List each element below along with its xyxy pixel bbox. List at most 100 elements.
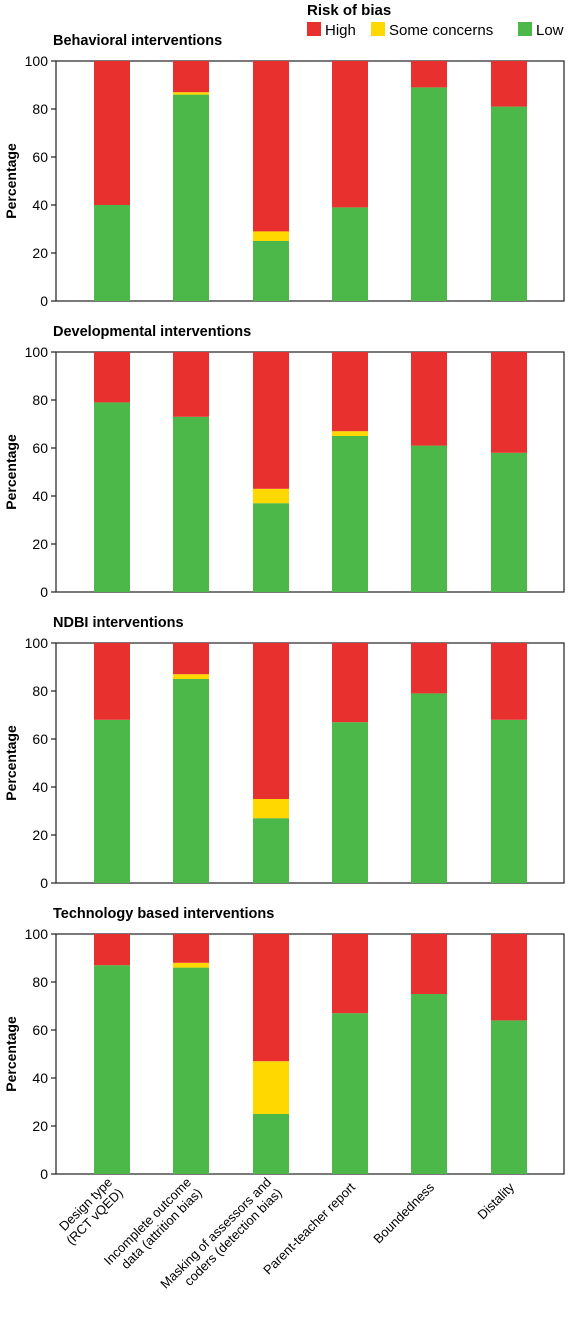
legend-label-low: Low: [536, 22, 564, 39]
bar-segment-high: [173, 934, 209, 963]
legend-label-some-concerns: Some concerns: [389, 22, 493, 39]
bar-segment-high: [332, 934, 368, 1014]
y-tick-label: 0: [40, 875, 48, 891]
y-tick-label: 80: [32, 974, 48, 990]
bar-segment-high: [253, 352, 289, 489]
y-tick-label: 100: [25, 635, 49, 651]
bar-segment-low: [491, 719, 527, 883]
bar-segment-low: [332, 1013, 368, 1174]
plot-frame: [55, 933, 565, 1175]
y-tick-label: 20: [32, 536, 48, 552]
bar-segment-low: [491, 452, 527, 592]
y-tick-label: 100: [25, 53, 49, 69]
bar-segment-high: [491, 643, 527, 720]
x-category-label: Design type(RCT vQED): [53, 1175, 126, 1248]
y-tick-label: 60: [32, 1022, 48, 1038]
bar-segment-low: [253, 1114, 289, 1174]
bar-segment-low: [491, 106, 527, 301]
bar-segment-high: [94, 643, 130, 720]
bar-segment-some-concerns: [173, 92, 209, 95]
legend-title: Risk of bias: [307, 2, 391, 19]
legend-swatch-low: [518, 22, 532, 36]
bar-segment-high: [332, 61, 368, 208]
bar-segment-high: [491, 934, 527, 1021]
y-tick-label: 20: [32, 245, 48, 261]
bar-segment-high: [411, 352, 447, 446]
y-tick-label: 60: [32, 731, 48, 747]
bar-segment-low: [332, 722, 368, 883]
bar-segment-low: [173, 416, 209, 592]
panel-title: Developmental interventions: [53, 324, 251, 340]
y-tick-label: 40: [32, 488, 48, 504]
y-tick-label: 40: [32, 1070, 48, 1086]
bar-segment-low: [253, 503, 289, 592]
y-tick-label: 80: [32, 101, 48, 117]
y-tick-label: 100: [25, 926, 49, 942]
legend-label-high: High: [325, 22, 356, 39]
bar-segment-high: [411, 934, 447, 994]
legend: Risk of bias High Some concerns Low: [307, 2, 564, 39]
bar-segment-low: [253, 241, 289, 301]
bar-segment-high: [411, 643, 447, 694]
bar-segment-low: [173, 94, 209, 301]
y-tick-label: 20: [32, 1118, 48, 1134]
bar-segment-high: [491, 61, 527, 107]
bar-segment-some-concerns: [173, 674, 209, 679]
legend-swatch-some-concerns: [371, 22, 385, 36]
y-tick-label: 40: [32, 197, 48, 213]
y-tick-label: 0: [40, 293, 48, 309]
bar-segment-some-concerns: [253, 1061, 289, 1114]
bar-segment-low: [173, 967, 209, 1174]
bar-segment-low: [94, 965, 130, 1174]
y-axis-label: Percentage: [3, 143, 19, 219]
bar-segment-high: [332, 352, 368, 432]
bar-segment-low: [411, 994, 447, 1174]
plot-frame: [55, 60, 565, 302]
y-tick-label: 80: [32, 392, 48, 408]
bar-segment-some-concerns: [253, 231, 289, 241]
y-tick-label: 100: [25, 344, 49, 360]
y-tick-label: 60: [32, 440, 48, 456]
bar-segment-low: [332, 436, 368, 592]
bar-segment-high: [173, 643, 209, 675]
y-axis-label: Percentage: [3, 1016, 19, 1092]
x-category-label: Distality: [474, 1179, 517, 1222]
bar-segment-low: [94, 719, 130, 883]
bar-segment-low: [411, 693, 447, 883]
y-tick-label: 0: [40, 584, 48, 600]
bar-segment-high: [173, 352, 209, 417]
panel-title: Technology based interventions: [53, 906, 274, 922]
plot-frame: [55, 351, 565, 593]
bar-segment-low: [411, 445, 447, 592]
bar-segment-high: [253, 643, 289, 799]
bar-segment-high: [94, 61, 130, 205]
bar-segment-low: [253, 818, 289, 883]
panel-3: NDBI interventions Percentage 0 20 40 60 80 100: [3, 615, 565, 891]
panel-4: Technology based interventions Percentage…: [3, 906, 565, 1182]
y-tick-label: 80: [32, 683, 48, 699]
bar-segment-low: [491, 1020, 527, 1174]
bar-segment-some-concerns: [253, 488, 289, 504]
plot-frame: [55, 642, 565, 884]
y-axis-label: Percentage: [3, 725, 19, 801]
y-tick-label: 0: [40, 1166, 48, 1182]
bar-segment-low: [173, 679, 209, 883]
bar-segment-low: [411, 87, 447, 302]
bar-segment-high: [411, 61, 447, 88]
panel-title: NDBI interventions: [53, 615, 184, 631]
y-tick-label: 20: [32, 827, 48, 843]
panel-1: Behavioral interventions Percentage 0 20 40 6…: [3, 33, 565, 309]
y-tick-label: 40: [32, 779, 48, 795]
bar-segment-high: [332, 643, 368, 723]
bar-segment-high: [173, 61, 209, 93]
bar-segment-some-concerns: [332, 431, 368, 436]
bar-segment-high: [94, 352, 130, 403]
bar-segment-low: [94, 402, 130, 592]
legend-swatch-high: [307, 22, 321, 36]
bar-segment-high: [491, 352, 527, 453]
bar-segment-high: [253, 934, 289, 1062]
bar-segment-high: [253, 61, 289, 232]
bar-segment-low: [332, 207, 368, 301]
bar-segment-some-concerns: [253, 799, 289, 819]
